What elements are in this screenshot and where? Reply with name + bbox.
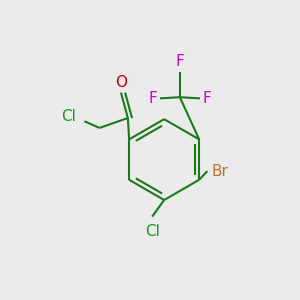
Text: F: F <box>202 91 211 106</box>
Text: O: O <box>115 75 127 90</box>
Text: Cl: Cl <box>61 109 76 124</box>
Text: Cl: Cl <box>145 224 160 238</box>
Text: F: F <box>176 55 184 70</box>
Text: Br: Br <box>212 164 229 178</box>
Text: F: F <box>149 91 158 106</box>
